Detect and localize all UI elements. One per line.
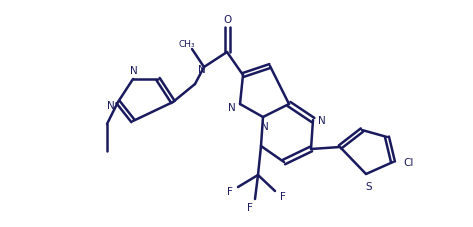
Text: F: F: [247, 202, 253, 212]
Text: F: F: [227, 186, 233, 196]
Text: O: O: [223, 15, 231, 25]
Text: N: N: [130, 66, 138, 76]
Text: N: N: [261, 121, 269, 131]
Text: N: N: [318, 116, 326, 126]
Text: N: N: [228, 103, 236, 113]
Text: F: F: [280, 191, 286, 201]
Text: Cl: Cl: [404, 157, 414, 167]
Text: S: S: [366, 181, 372, 191]
Text: N: N: [107, 101, 115, 111]
Text: CH₃: CH₃: [179, 39, 195, 48]
Text: N: N: [198, 65, 206, 75]
